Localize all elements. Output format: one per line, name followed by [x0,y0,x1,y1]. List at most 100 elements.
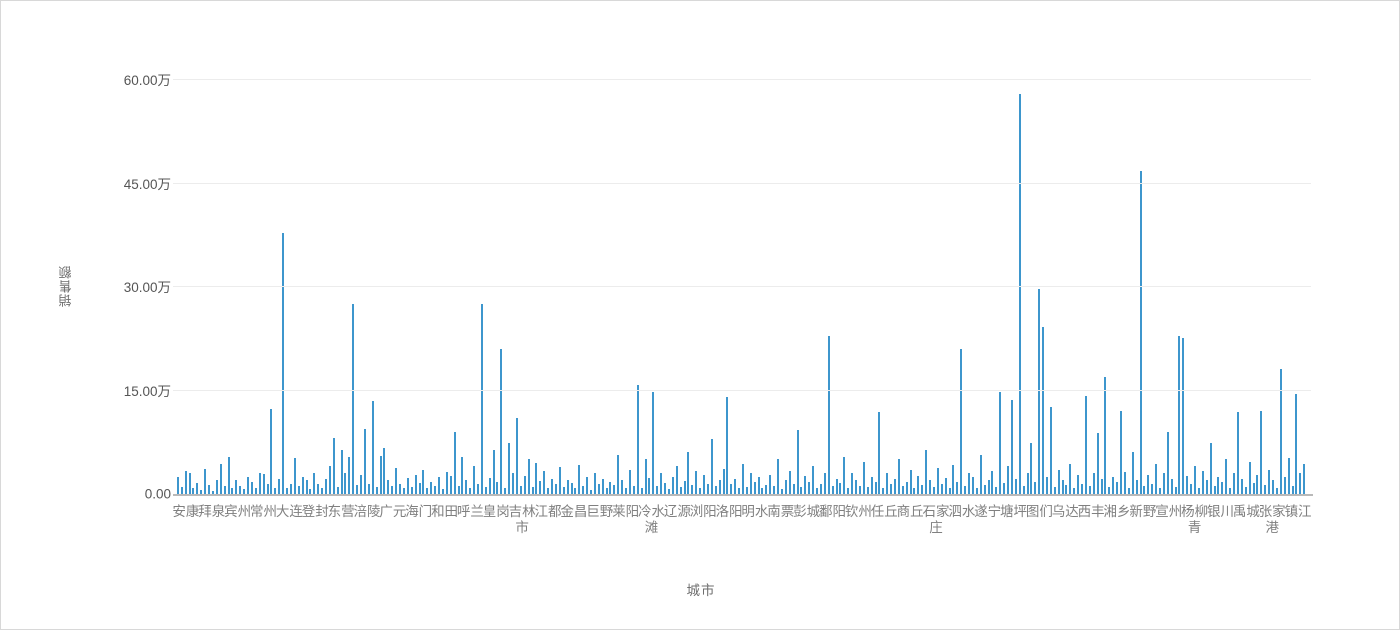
bar[interactable] [1104,377,1107,494]
bar[interactable] [328,466,331,494]
bar[interactable] [1049,407,1052,494]
bar[interactable] [434,485,437,494]
bar[interactable] [1100,478,1103,494]
bar[interactable] [851,472,854,494]
bar[interactable] [590,489,592,494]
bar[interactable] [706,483,709,494]
bar[interactable] [991,471,994,494]
bar[interactable] [1030,443,1033,494]
bar[interactable] [184,471,187,494]
bar[interactable] [422,470,425,494]
bar[interactable] [176,477,179,494]
bar[interactable] [703,475,706,494]
bar[interactable] [391,486,394,494]
bar[interactable] [1112,477,1115,494]
bar[interactable] [543,471,546,494]
bar[interactable] [582,486,585,494]
bar[interactable] [1123,471,1126,494]
bar[interactable] [278,478,281,494]
bar[interactable] [1244,487,1247,494]
bar[interactable] [211,490,214,494]
bar[interactable] [932,487,935,494]
bar[interactable] [831,486,834,494]
bar[interactable] [1155,463,1158,494]
bar[interactable] [823,473,826,494]
bar[interactable] [480,304,483,494]
bar[interactable] [1178,335,1181,494]
bar[interactable] [243,489,246,494]
bar[interactable] [1272,480,1275,494]
bar[interactable] [640,487,643,494]
bar[interactable] [968,473,971,494]
bar[interactable] [282,233,285,494]
bar[interactable] [1022,486,1025,494]
bar[interactable] [1295,394,1298,494]
bar[interactable] [399,483,402,494]
bar[interactable] [1096,433,1099,494]
bar[interactable] [870,477,873,494]
bar[interactable] [691,485,694,494]
bar[interactable] [1233,473,1236,494]
bar[interactable] [379,455,382,494]
bar[interactable] [936,467,939,494]
bar[interactable] [332,437,335,494]
bar[interactable] [1221,481,1224,494]
bar[interactable] [1003,482,1006,494]
bar[interactable] [987,480,990,494]
bar[interactable] [983,485,986,494]
bar[interactable] [1217,477,1220,494]
bar[interactable] [317,483,320,494]
bar[interactable] [777,459,780,494]
bar[interactable] [897,459,900,494]
bar[interactable] [632,486,635,494]
bar[interactable] [921,485,924,494]
bar[interactable] [710,438,713,494]
bar[interactable] [356,485,359,494]
bar[interactable] [1026,473,1029,494]
bar[interactable] [761,487,764,494]
bar[interactable] [979,455,982,494]
bar[interactable] [340,449,343,494]
bar[interactable] [765,485,768,494]
bar[interactable] [644,459,647,494]
bar[interactable] [722,469,725,494]
bar[interactable] [1299,473,1302,494]
bar[interactable] [1108,487,1111,494]
bar[interactable] [1151,484,1154,494]
bar[interactable] [274,488,277,494]
bar[interactable] [890,484,893,494]
bar[interactable] [1127,487,1130,494]
bar[interactable] [500,348,503,494]
bar[interactable] [375,487,378,494]
bar[interactable] [336,487,339,494]
bar[interactable] [648,478,651,494]
bar[interactable] [1061,480,1064,494]
bar[interactable] [180,487,183,494]
bar[interactable] [816,487,819,494]
bar[interactable] [301,477,304,494]
bar[interactable] [971,477,974,494]
bar[interactable] [788,471,791,494]
bar[interactable] [1143,485,1146,494]
bar[interactable] [1264,485,1267,494]
bar[interactable] [1038,289,1041,494]
bar[interactable] [944,478,947,494]
bar[interactable] [1174,487,1177,494]
bar[interactable] [465,480,468,494]
bar[interactable] [473,465,476,494]
bar[interactable] [886,473,889,494]
bar[interactable] [675,466,678,494]
bar[interactable] [188,473,191,494]
bar[interactable] [995,487,998,494]
bar[interactable] [313,472,316,494]
bar[interactable] [784,480,787,494]
bar[interactable] [192,487,195,494]
bar[interactable] [1275,487,1278,494]
bar[interactable] [1135,480,1138,494]
bar[interactable] [406,478,409,494]
bar[interactable] [262,473,265,494]
bar[interactable] [254,487,257,494]
bar[interactable] [1225,459,1228,494]
bar[interactable] [383,448,386,494]
bar[interactable] [1139,171,1142,494]
